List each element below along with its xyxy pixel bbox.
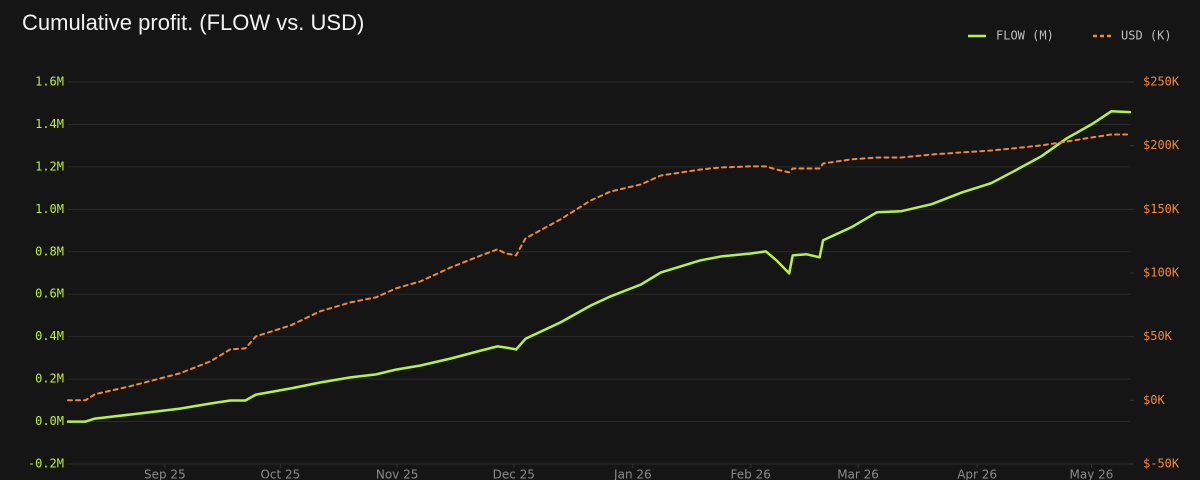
y-tick-label: 0.6M: [35, 287, 64, 301]
y2-tick-label: $100K: [1143, 266, 1180, 280]
y2-tick-label: $0K: [1143, 393, 1165, 407]
y-tick-label: 0.2M: [35, 372, 64, 386]
y2-tick-label: $50K: [1143, 329, 1173, 343]
x-tick-label: Jan 26: [613, 468, 652, 480]
y-tick-label: 0.0M: [35, 414, 64, 428]
legend-label: USD (K): [1121, 29, 1172, 43]
y-tick-label: 0.8M: [35, 244, 64, 258]
y2-tick-label: $150K: [1143, 202, 1180, 216]
y-tick-label: 1.0M: [35, 202, 64, 216]
series-line: [66, 110, 1132, 423]
y-tick-label: 1.4M: [35, 117, 64, 131]
legend-label: FLOW (M): [996, 29, 1054, 43]
x-tick-label: Mar 26: [837, 468, 879, 480]
chart-title: Cumulative profit. (FLOW vs. USD): [22, 10, 364, 35]
y2-tick-label: $200K: [1143, 138, 1180, 152]
x-tick-label: Dec 25: [493, 468, 535, 480]
y-tick-label: 0.4M: [35, 329, 64, 343]
x-tick-label: Sep 25: [144, 468, 186, 480]
y2-tick-label: $250K: [1143, 75, 1180, 89]
y2-tick-label: $-50K: [1143, 457, 1180, 471]
x-tick-label: Nov 25: [376, 468, 419, 480]
x-tick-label: Apr 26: [957, 468, 997, 480]
y-tick-label: 1.6M: [35, 75, 64, 89]
x-tick-label: Oct 25: [260, 468, 300, 480]
series-line: [67, 133, 1131, 402]
x-tick-label: May 26: [1070, 468, 1114, 480]
y-tick-label: 1.2M: [35, 159, 64, 173]
x-tick-label: Feb 26: [731, 468, 771, 480]
y-tick-label: -0.2M: [28, 457, 64, 471]
